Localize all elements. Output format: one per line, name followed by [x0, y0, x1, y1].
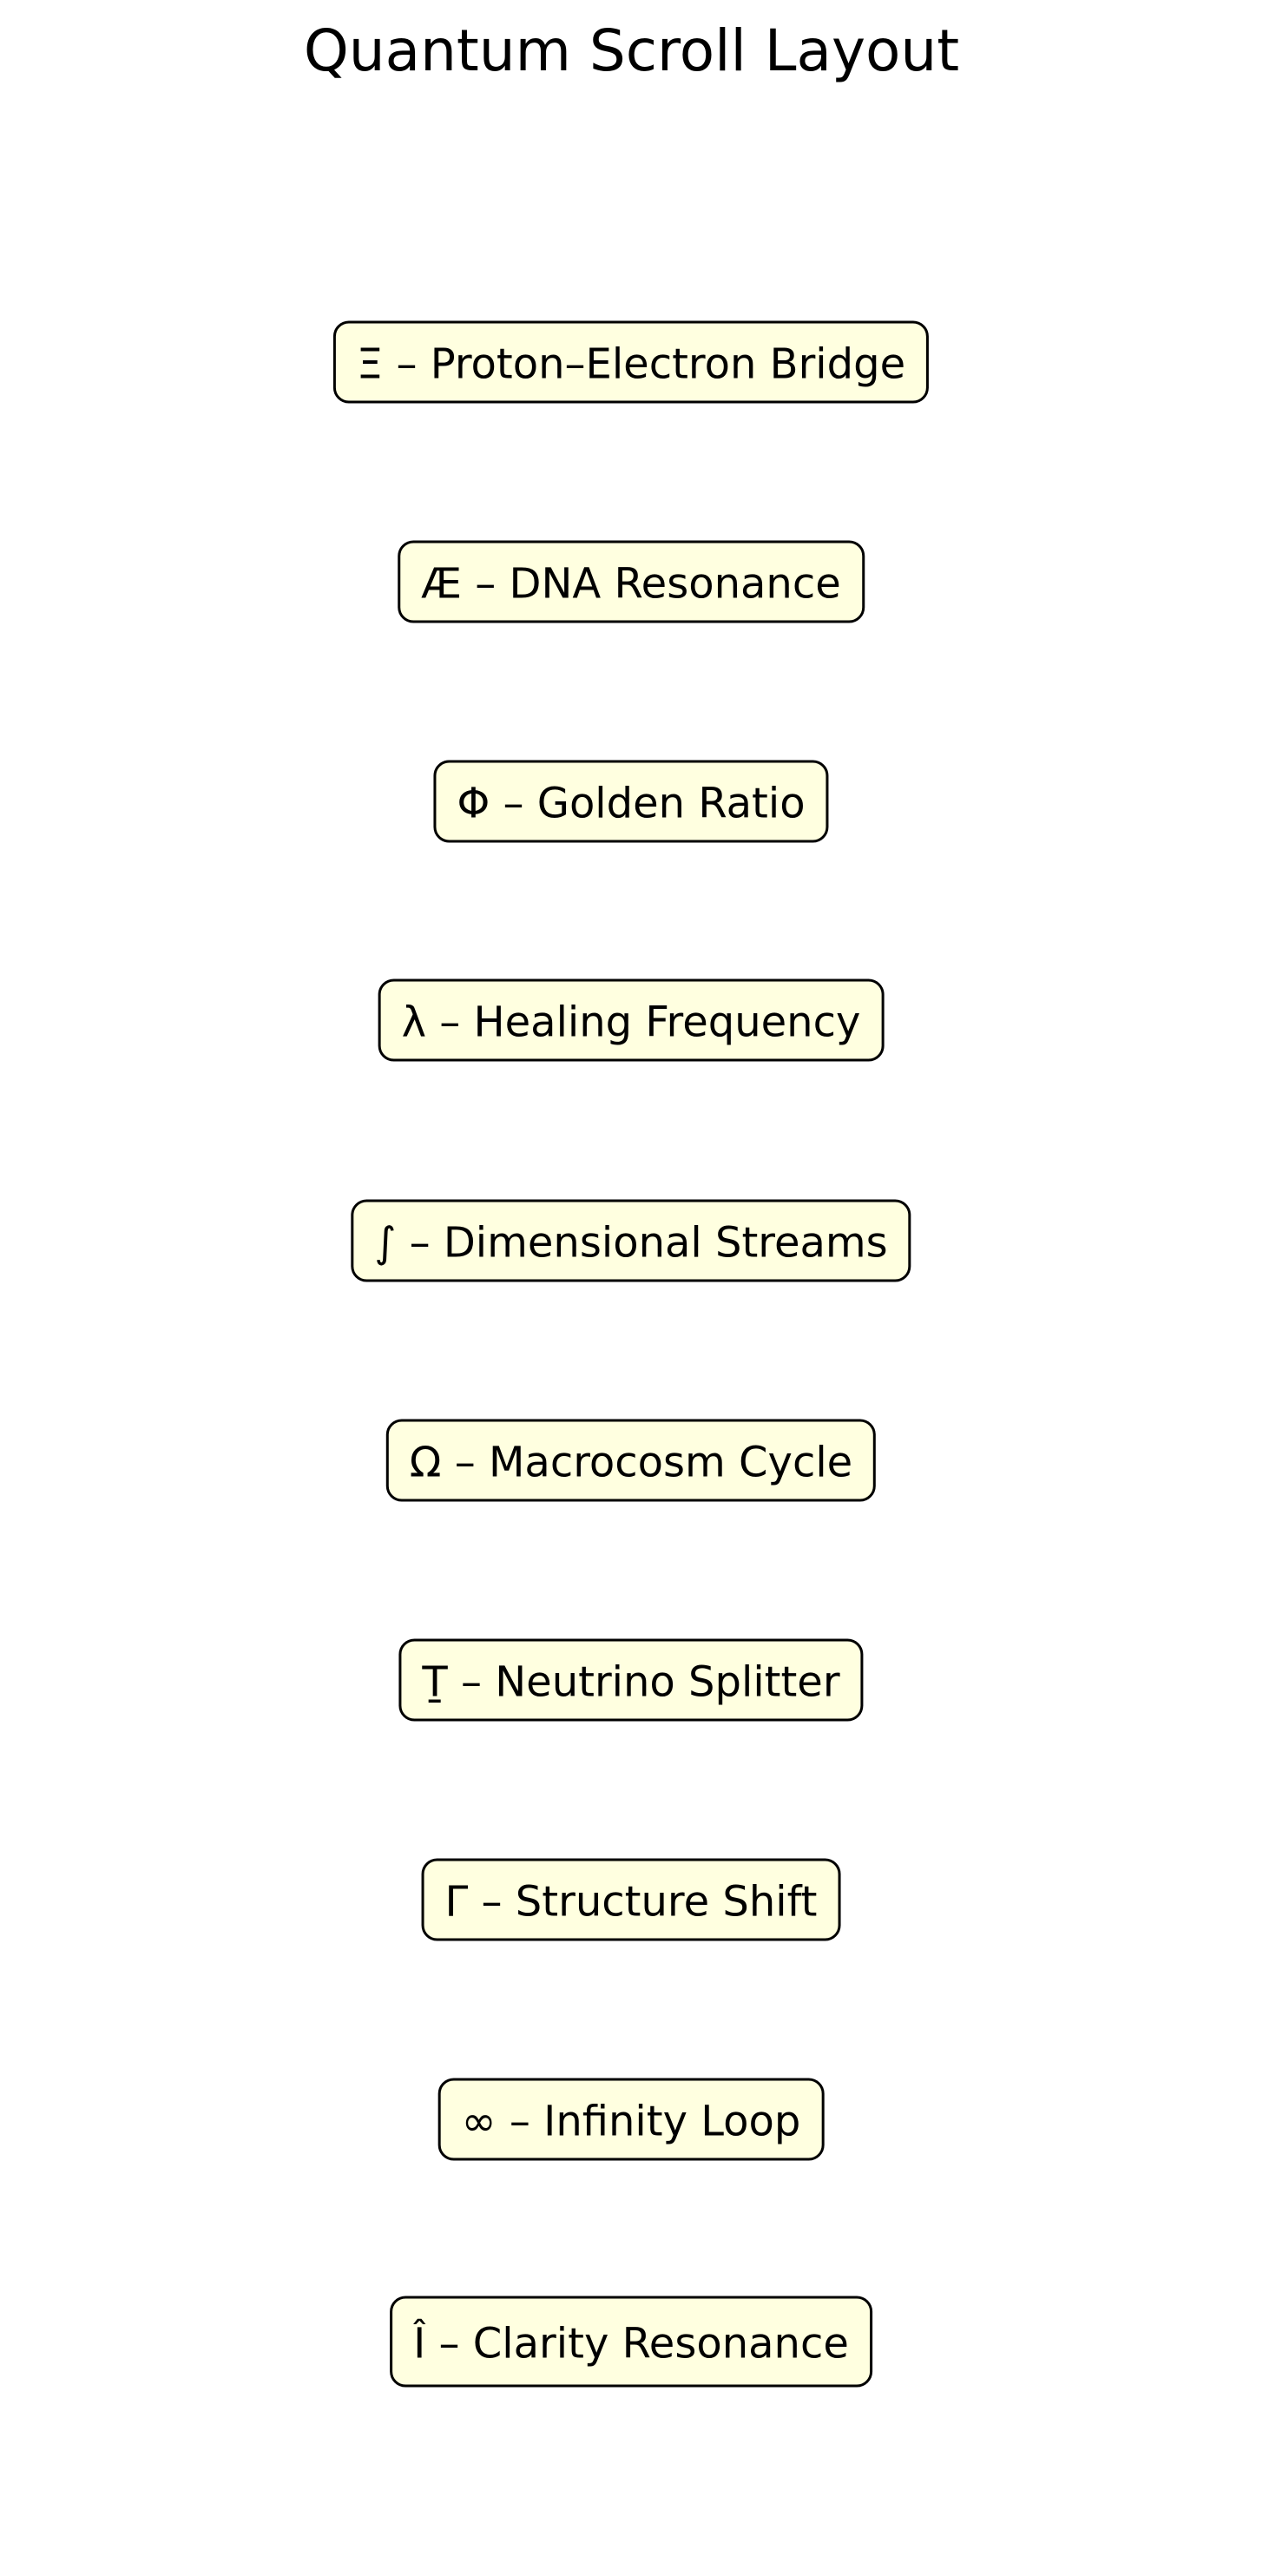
- node-proton-electron-bridge: Ξ – Proton–Electron Bridge: [332, 320, 930, 404]
- node-dimensional-streams: ∫ – Dimensional Streams: [351, 1199, 911, 1282]
- node-structure-shift: Γ – Structure Shift: [421, 1858, 841, 1941]
- node-dna-resonance: Æ – DNA Resonance: [398, 540, 865, 623]
- node-macrocosm-cycle: Ω – Macrocosm Cycle: [385, 1419, 877, 1502]
- page-title: Quantum Scroll Layout: [303, 17, 960, 84]
- node-golden-ratio: Φ – Golden Ratio: [433, 760, 829, 843]
- node-clarity-resonance: Î – Clarity Resonance: [390, 2296, 872, 2388]
- node-infinity-loop: ∞ – Infinity Loop: [437, 2078, 825, 2161]
- node-healing-frequency: λ – Healing Frequency: [378, 978, 885, 1062]
- node-neutrino-splitter: Ṯ – Neutrino Splitter: [398, 1638, 864, 1722]
